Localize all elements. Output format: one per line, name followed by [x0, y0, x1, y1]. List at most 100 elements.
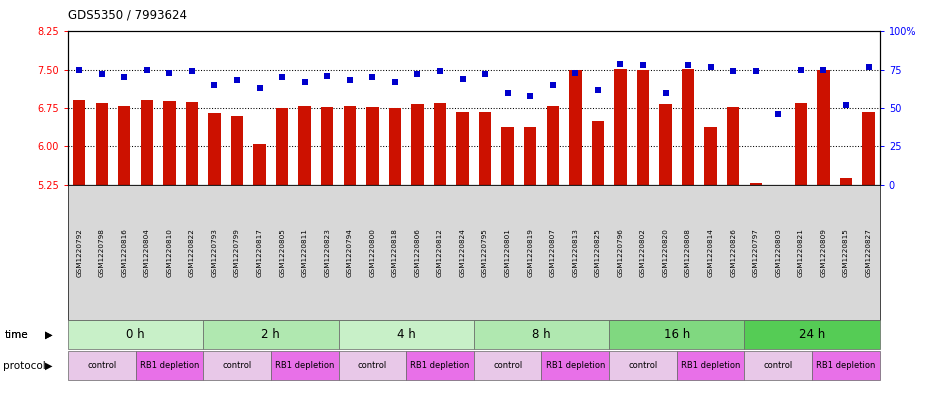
- Text: GSM1220825: GSM1220825: [595, 228, 601, 277]
- Bar: [794, 103, 807, 393]
- Text: 4 h: 4 h: [397, 328, 416, 341]
- Text: RB1 depletion: RB1 depletion: [275, 361, 335, 370]
- Bar: [817, 70, 830, 393]
- Text: GSM1220801: GSM1220801: [505, 228, 511, 277]
- Text: GSM1220808: GSM1220808: [685, 228, 691, 277]
- Text: 16 h: 16 h: [664, 328, 690, 341]
- Bar: [433, 103, 446, 393]
- Text: GSM1220812: GSM1220812: [437, 228, 443, 277]
- Text: GSM1220799: GSM1220799: [234, 228, 240, 277]
- Point: [455, 76, 470, 82]
- Bar: [637, 70, 649, 393]
- Bar: [614, 69, 627, 393]
- Text: GSM1220811: GSM1220811: [301, 228, 308, 277]
- Text: GSM1220827: GSM1220827: [866, 228, 871, 277]
- Text: 0 h: 0 h: [126, 328, 145, 341]
- Bar: [727, 107, 739, 393]
- Point: [613, 61, 628, 67]
- Bar: [501, 127, 514, 393]
- Text: RB1 depletion: RB1 depletion: [817, 361, 876, 370]
- Text: GSM1220797: GSM1220797: [752, 228, 759, 277]
- Point: [839, 102, 854, 108]
- Text: control: control: [358, 361, 387, 370]
- Bar: [118, 105, 130, 393]
- Point: [500, 90, 515, 96]
- Bar: [862, 112, 875, 393]
- Text: GSM1220817: GSM1220817: [257, 228, 262, 277]
- Point: [388, 79, 403, 85]
- Text: RB1 depletion: RB1 depletion: [410, 361, 470, 370]
- Text: ▶: ▶: [45, 361, 52, 371]
- Point: [749, 68, 764, 74]
- Bar: [591, 121, 604, 393]
- Text: 2 h: 2 h: [261, 328, 280, 341]
- Bar: [253, 144, 266, 393]
- Bar: [186, 102, 198, 393]
- Text: GSM1220814: GSM1220814: [708, 228, 713, 277]
- Point: [410, 71, 425, 77]
- Text: GSM1220810: GSM1220810: [166, 228, 172, 277]
- Text: GSM1220793: GSM1220793: [211, 228, 218, 277]
- Point: [861, 64, 876, 70]
- Text: control: control: [493, 361, 523, 370]
- Bar: [682, 69, 695, 393]
- Point: [658, 90, 673, 96]
- Point: [365, 74, 379, 81]
- Text: GSM1220796: GSM1220796: [618, 228, 623, 277]
- Bar: [73, 100, 86, 393]
- Text: GSM1220813: GSM1220813: [572, 228, 578, 277]
- Point: [816, 66, 830, 73]
- Text: 24 h: 24 h: [799, 328, 825, 341]
- Bar: [208, 113, 220, 393]
- Text: RB1 depletion: RB1 depletion: [681, 361, 740, 370]
- Bar: [321, 107, 334, 393]
- Text: ▶: ▶: [45, 330, 52, 340]
- Bar: [96, 103, 108, 393]
- Point: [478, 71, 493, 77]
- Text: control: control: [629, 361, 658, 370]
- Bar: [343, 105, 356, 393]
- Bar: [840, 178, 852, 393]
- Text: GSM1220821: GSM1220821: [798, 228, 804, 277]
- Point: [94, 71, 109, 77]
- Bar: [411, 105, 424, 393]
- Text: protocol: protocol: [3, 361, 46, 371]
- Bar: [299, 105, 311, 393]
- Point: [545, 82, 560, 88]
- Text: GSM1220818: GSM1220818: [392, 228, 398, 277]
- Text: control: control: [764, 361, 793, 370]
- Bar: [750, 183, 762, 393]
- Point: [320, 73, 335, 79]
- Text: GSM1220803: GSM1220803: [776, 228, 781, 277]
- Text: GDS5350 / 7993624: GDS5350 / 7993624: [68, 9, 187, 22]
- Text: GSM1220809: GSM1220809: [820, 228, 827, 277]
- Point: [207, 82, 222, 88]
- Point: [523, 93, 538, 99]
- Point: [162, 70, 177, 76]
- Text: GSM1220826: GSM1220826: [730, 228, 737, 277]
- Text: GSM1220815: GSM1220815: [843, 228, 849, 277]
- Bar: [659, 105, 671, 393]
- Text: GSM1220804: GSM1220804: [144, 228, 150, 277]
- Bar: [772, 196, 785, 393]
- Point: [771, 111, 786, 118]
- Text: GSM1220824: GSM1220824: [459, 228, 466, 277]
- Point: [681, 62, 696, 68]
- Point: [298, 79, 312, 85]
- Bar: [276, 108, 288, 393]
- Bar: [389, 108, 401, 393]
- Point: [230, 77, 245, 84]
- Point: [725, 68, 740, 74]
- Text: GSM1220823: GSM1220823: [325, 228, 330, 277]
- Text: RB1 depletion: RB1 depletion: [546, 361, 605, 370]
- Text: RB1 depletion: RB1 depletion: [140, 361, 199, 370]
- Point: [342, 77, 357, 84]
- Bar: [704, 127, 717, 393]
- Bar: [524, 127, 537, 393]
- Point: [635, 62, 650, 68]
- Text: GSM1220816: GSM1220816: [121, 228, 127, 277]
- Point: [117, 74, 132, 81]
- Bar: [457, 112, 469, 393]
- Text: GSM1220807: GSM1220807: [550, 228, 556, 277]
- Point: [274, 74, 289, 81]
